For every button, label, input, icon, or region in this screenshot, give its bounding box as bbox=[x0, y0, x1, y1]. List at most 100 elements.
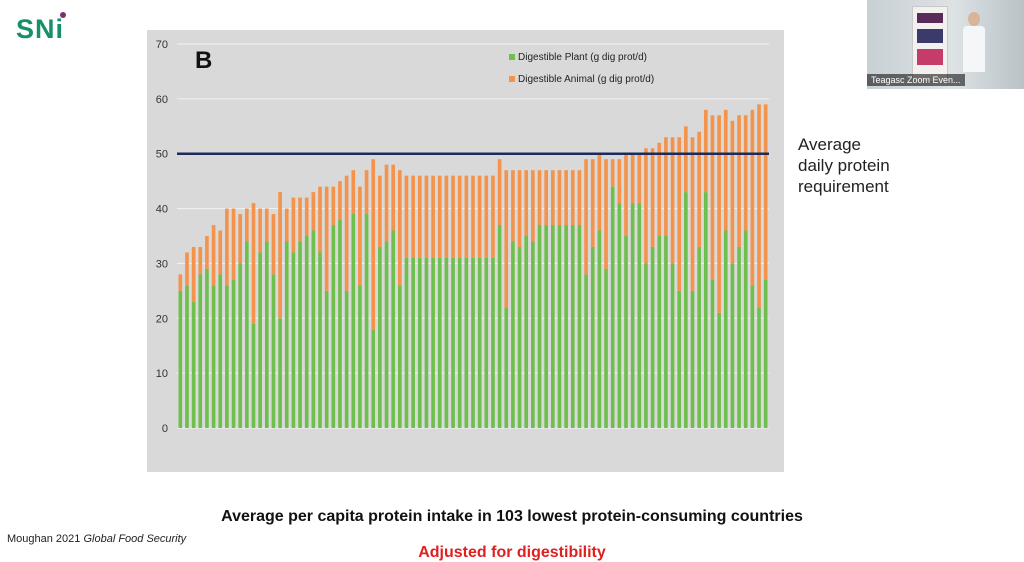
plant-bar bbox=[604, 268, 608, 428]
plant-bar bbox=[364, 214, 369, 428]
plant-bar bbox=[597, 230, 602, 428]
plant-bar bbox=[590, 246, 595, 428]
y-tick-label: 20 bbox=[156, 313, 168, 325]
panel-label: B bbox=[195, 47, 212, 74]
plant-bar bbox=[351, 214, 356, 428]
animal-bar bbox=[278, 192, 282, 319]
animal-bar bbox=[664, 137, 668, 236]
animal-bar bbox=[624, 153, 628, 236]
plant-bar bbox=[457, 257, 462, 428]
reference-line-annotation: Average daily protein requirement bbox=[798, 134, 890, 197]
animal-bar bbox=[344, 175, 349, 291]
plant-bar bbox=[610, 186, 615, 428]
plant-bar bbox=[251, 323, 256, 428]
annotation-line-2: daily protein bbox=[798, 156, 890, 175]
plant-bar bbox=[178, 290, 183, 428]
plant-bar bbox=[211, 285, 216, 428]
plant-bar bbox=[185, 285, 189, 428]
animal-bar bbox=[524, 170, 529, 236]
animal-bar bbox=[477, 175, 482, 258]
animal-bar bbox=[630, 153, 635, 204]
plant-bar bbox=[225, 285, 229, 428]
plant-bar bbox=[278, 318, 282, 428]
plant-bar bbox=[644, 263, 648, 428]
plant-bar bbox=[271, 274, 276, 428]
y-tick-label: 70 bbox=[156, 39, 168, 51]
animal-bar bbox=[191, 246, 196, 302]
plant-bar bbox=[344, 290, 349, 428]
animal-bar bbox=[544, 170, 548, 226]
animal-bar bbox=[537, 170, 542, 226]
plant-bar bbox=[431, 257, 435, 428]
animal-bar bbox=[318, 186, 322, 253]
plant-bar bbox=[577, 225, 582, 428]
plant-bar bbox=[371, 329, 376, 428]
plant-bar bbox=[524, 236, 529, 428]
plant-bar bbox=[743, 230, 748, 428]
plant-bar bbox=[464, 257, 469, 428]
animal-bar bbox=[431, 175, 435, 258]
animal-bar bbox=[251, 203, 256, 324]
plant-bar bbox=[424, 257, 429, 428]
plant-bar bbox=[730, 263, 735, 428]
animal-bar bbox=[185, 252, 189, 286]
legend-label: Digestible Animal (g dig prot/d) bbox=[518, 74, 654, 85]
animal-bar bbox=[364, 170, 369, 215]
plant-bar bbox=[191, 301, 196, 428]
participant-name-label: Teagasc Zoom Even... bbox=[867, 74, 965, 86]
animal-bar bbox=[517, 170, 522, 247]
plant-bar bbox=[710, 279, 715, 428]
animal-bar bbox=[550, 170, 555, 226]
legend-label: Digestible Plant (g dig prot/d) bbox=[518, 52, 647, 63]
animal-bar bbox=[245, 208, 249, 242]
plant-bar bbox=[477, 257, 482, 428]
animal-bar bbox=[391, 164, 396, 231]
plant-bar bbox=[491, 257, 495, 428]
summit-banner bbox=[912, 6, 948, 82]
plant-bar bbox=[338, 219, 342, 428]
plant-bar bbox=[264, 241, 269, 428]
legend-swatch bbox=[509, 54, 515, 60]
y-tick-label: 30 bbox=[156, 258, 168, 270]
animal-bar bbox=[504, 170, 509, 308]
animal-bar bbox=[205, 236, 209, 269]
animal-bar bbox=[684, 126, 688, 193]
animal-bar bbox=[264, 208, 269, 242]
plant-bar bbox=[205, 268, 209, 428]
animal-bar bbox=[491, 175, 495, 258]
animal-bar bbox=[424, 175, 429, 258]
plant-bar bbox=[670, 263, 675, 428]
animal-bar bbox=[730, 120, 735, 264]
plant-bar bbox=[697, 246, 701, 428]
logo-dot-icon bbox=[60, 12, 66, 18]
animal-bar bbox=[284, 208, 289, 242]
plant-bar bbox=[511, 241, 515, 428]
animal-bar bbox=[750, 109, 755, 286]
plant-bar bbox=[444, 257, 449, 428]
animal-bar bbox=[743, 115, 748, 231]
plant-bar bbox=[677, 290, 682, 428]
animal-bar bbox=[404, 175, 409, 258]
plant-bar bbox=[537, 225, 542, 428]
animal-bar bbox=[570, 170, 575, 226]
plant-bar bbox=[564, 225, 568, 428]
plant-bar bbox=[318, 252, 322, 428]
animal-bar bbox=[511, 170, 515, 242]
y-tick-label: 10 bbox=[156, 368, 168, 380]
animal-bar bbox=[590, 159, 595, 247]
animal-bar bbox=[358, 186, 362, 286]
animal-bar bbox=[218, 230, 223, 275]
animal-bar bbox=[291, 197, 296, 253]
animal-bar bbox=[610, 159, 615, 187]
plant-bar bbox=[517, 246, 522, 428]
plant-bar bbox=[451, 257, 455, 428]
y-tick-label: 60 bbox=[156, 94, 168, 106]
participant-video-tile[interactable]: Teagasc Zoom Even... bbox=[867, 0, 1024, 89]
plant-bar bbox=[684, 192, 688, 428]
plant-bar bbox=[504, 307, 509, 428]
plant-bar bbox=[417, 257, 422, 428]
plant-bar bbox=[550, 225, 555, 428]
animal-bar bbox=[311, 192, 316, 231]
animal-bar bbox=[484, 175, 489, 258]
plant-bar bbox=[557, 225, 562, 428]
